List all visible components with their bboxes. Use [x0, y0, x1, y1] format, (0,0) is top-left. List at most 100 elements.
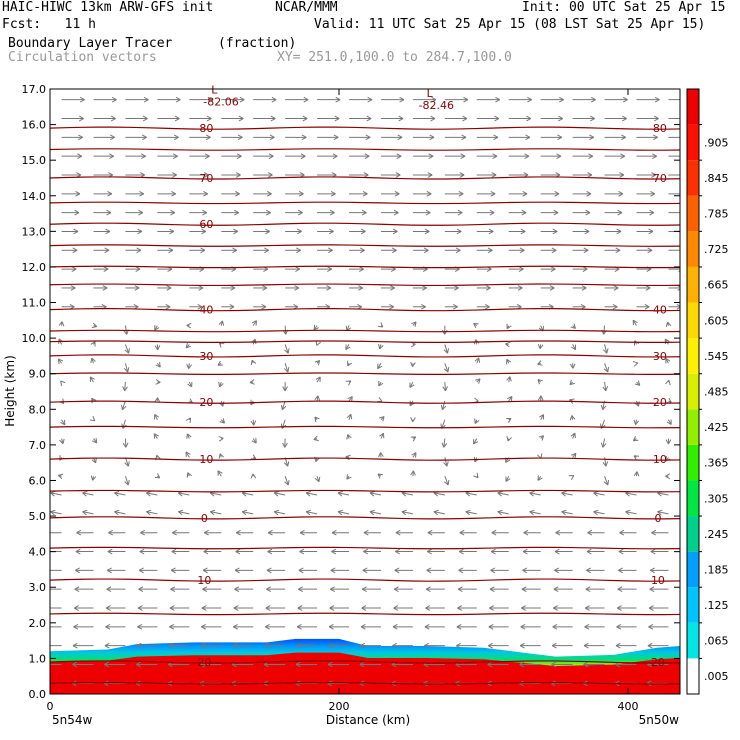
circulation-vector [401, 509, 414, 516]
circulation-vector [346, 474, 352, 480]
circulation-vector [104, 661, 126, 668]
circulation-vector [61, 190, 81, 197]
circulation-vector [570, 323, 576, 329]
colorbar-label: .365 [704, 457, 729, 470]
circulation-vector [584, 624, 605, 630]
circulation-vector [280, 400, 287, 411]
circulation-vector [349, 134, 371, 141]
circulation-vector [604, 190, 624, 197]
circulation-vector [473, 472, 479, 479]
colorbar-swatch [687, 622, 699, 659]
circulation-vector [444, 115, 468, 122]
contour-label: -30 [195, 350, 213, 363]
circulation-vector [285, 228, 302, 235]
circulation-vector [537, 475, 543, 481]
circulation-vector [349, 266, 364, 272]
circulation-vector [89, 376, 95, 383]
circulation-vector [410, 361, 416, 367]
circulation-vector [157, 285, 172, 291]
circulation-vector [203, 548, 222, 555]
circulation-vector [409, 381, 415, 388]
circulation-vector [412, 228, 430, 235]
circulation-vector [506, 358, 512, 365]
circulation-vector [267, 548, 286, 555]
circulation-vector [168, 642, 190, 649]
circulation-vector [537, 378, 543, 385]
circulation-vector [412, 190, 432, 197]
circulation-vector [346, 413, 353, 420]
circulation-vector [253, 96, 277, 103]
y-tick-label: 12.0 [22, 261, 47, 274]
contour-label: 20 [651, 656, 665, 669]
circulation-vector [125, 134, 147, 141]
circulation-vector [264, 642, 286, 649]
contour-label: -80 [195, 122, 213, 135]
circulation-vector [665, 321, 672, 328]
circulation-vector [221, 153, 242, 159]
circulation-vector [201, 605, 222, 611]
circulation-vector [412, 247, 429, 254]
circulation-vector [519, 642, 541, 649]
circulation-vector [369, 509, 382, 516]
forecast-hour: Fcst: 11 h [2, 17, 96, 32]
circulation-vector [572, 153, 594, 159]
colorbar-swatch [687, 516, 699, 552]
contour-label: -20 [649, 396, 667, 409]
temperature-contour [50, 329, 680, 333]
temperature-contour [50, 265, 680, 269]
circulation-vector [169, 624, 190, 630]
circulation-vector [380, 190, 400, 197]
circulation-vector [285, 153, 306, 159]
circulation-vector [523, 529, 541, 536]
circulation-vector [506, 436, 512, 442]
xy-label: XY= 251.0,100.0 to 284.7,100.0 [277, 50, 512, 65]
circulation-vector [380, 115, 404, 122]
circulation-vector [572, 209, 591, 216]
circulation-vector [569, 363, 576, 369]
circulation-vector [234, 567, 254, 574]
colorbar-label: .905 [704, 136, 729, 149]
circulation-vector [593, 509, 605, 516]
circulation-vector [153, 433, 159, 439]
circulation-vector [60, 380, 66, 386]
circulation-vector [217, 470, 223, 477]
y-tick-label: 2.0 [29, 617, 47, 630]
circulation-vector [561, 490, 573, 497]
circulation-vector [634, 380, 641, 386]
circulation-vector [476, 303, 490, 310]
circulation-vector [266, 586, 286, 593]
circulation-vector [456, 624, 477, 630]
circulation-vector [360, 642, 381, 649]
circulation-vector [136, 642, 158, 649]
circulation-vector [529, 490, 541, 497]
circulation-vector [218, 342, 225, 348]
circulation-vector [209, 509, 222, 516]
circulation-vector [604, 209, 623, 216]
y-tick-label: 5.0 [29, 510, 47, 523]
circulation-vector [568, 474, 575, 481]
colorbar-label: .485 [704, 386, 729, 399]
circulation-vector [604, 172, 625, 178]
circulation-vector [282, 438, 288, 448]
temperature-contour--10 [50, 457, 680, 461]
circulation-vector [585, 586, 605, 593]
circulation-vector [221, 209, 239, 216]
circulation-vector [204, 529, 222, 536]
colorbar-swatch [687, 373, 699, 410]
circulation-vector [392, 642, 413, 649]
circulation-vector [349, 190, 368, 197]
circulation-vector [362, 567, 381, 574]
colorbar-label: .005 [704, 670, 729, 683]
circulation-vector [249, 379, 255, 385]
circulation-vector [474, 418, 480, 424]
circulation-vector [189, 134, 211, 141]
circulation-vector [59, 455, 65, 461]
x-axis-label: Distance (km) [326, 713, 410, 727]
circulation-vector [508, 153, 530, 159]
field-units: (fraction) [218, 36, 297, 51]
circulation-vector [444, 303, 458, 310]
x-tick-label: 200 [328, 700, 349, 713]
circulation-vector [285, 209, 303, 216]
circulation-vector [636, 172, 657, 178]
